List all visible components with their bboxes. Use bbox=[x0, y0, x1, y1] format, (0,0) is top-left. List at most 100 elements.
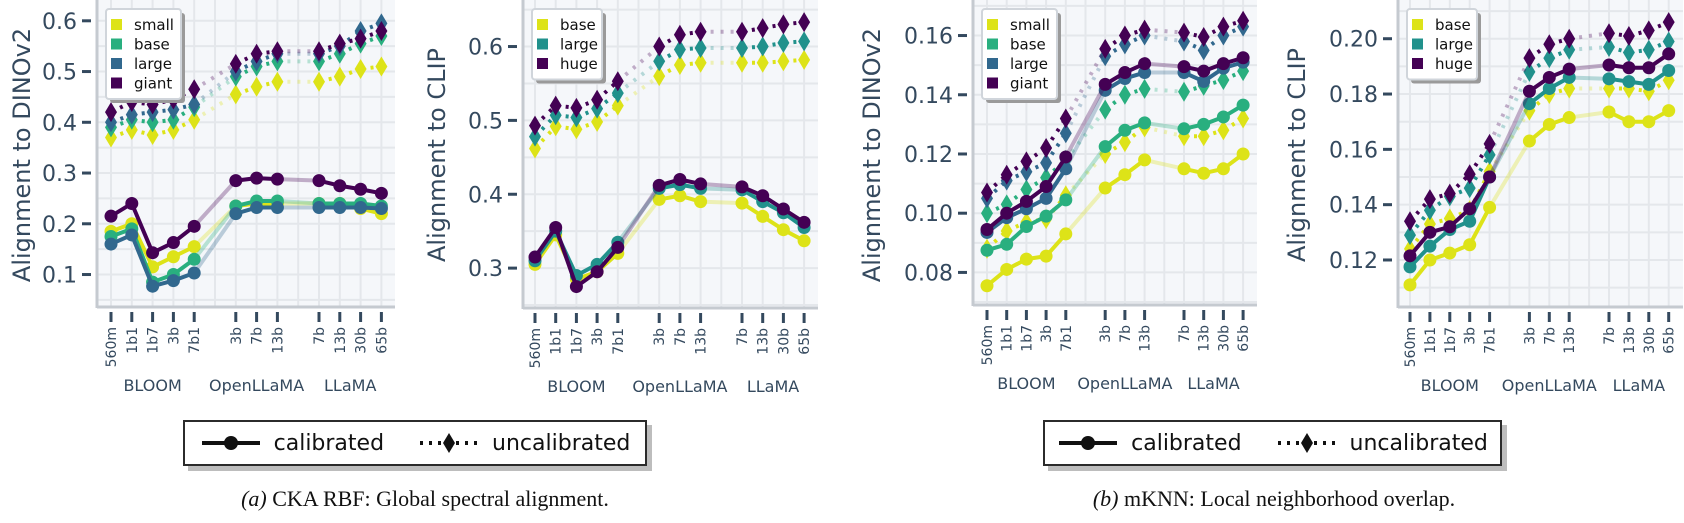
uncalibrated-point-small bbox=[333, 66, 346, 87]
calibrated-point-giant bbox=[229, 174, 243, 188]
series-base-uncalibrated-segment bbox=[762, 59, 784, 65]
series-base-uncalibrated-segment bbox=[1183, 83, 1205, 94]
x-tick-label: 7b1 bbox=[187, 327, 203, 354]
series-base-uncalibrated-segment bbox=[1025, 175, 1048, 192]
x-group-label: LLaMA bbox=[1613, 376, 1665, 395]
x-group-label: BLOOM bbox=[547, 377, 605, 396]
calibrated-point-base bbox=[735, 196, 749, 210]
uncalibrated-point-base bbox=[570, 119, 583, 140]
calibrated-point-huge bbox=[776, 202, 790, 216]
legend-label-small: small bbox=[1010, 16, 1050, 34]
calibrated-point-large bbox=[229, 207, 243, 221]
series-base-calibrated-segment bbox=[1487, 140, 1532, 209]
calibrated-point-small bbox=[1098, 181, 1112, 195]
x-tick-label: 7b bbox=[673, 328, 689, 346]
legend-entry-calibrated: calibrated bbox=[1057, 431, 1242, 456]
uncalibrated-point-huge bbox=[591, 89, 604, 110]
uncalibrated-point-base bbox=[591, 111, 604, 132]
series-huge-uncalibrated-segment bbox=[783, 20, 805, 27]
series-huge-calibrated-segment bbox=[616, 184, 661, 249]
uncalibrated-point-giant bbox=[1020, 151, 1033, 172]
uncalibrated-point-small bbox=[1217, 120, 1230, 141]
calibrated-point-large bbox=[1642, 77, 1656, 91]
series-giant-uncalibrated-segment bbox=[110, 100, 133, 114]
calibrated-point-base bbox=[797, 234, 811, 248]
calibrated-point-large bbox=[125, 228, 139, 242]
series-base-uncalibrated-segment bbox=[616, 74, 661, 108]
x-tick-label: 30b bbox=[354, 327, 370, 354]
x-group-label: LLaMA bbox=[1187, 374, 1239, 393]
calibrated-point-base bbox=[1236, 98, 1250, 112]
legend-label-base: base bbox=[560, 16, 596, 34]
series-small-uncalibrated-segment bbox=[131, 127, 154, 137]
y-tick-label: 0.20 bbox=[1329, 28, 1378, 53]
x-group-label: BLOOM bbox=[997, 374, 1055, 393]
x-group-label: OpenLLaMA bbox=[632, 377, 727, 396]
calibrated-point-large bbox=[270, 201, 284, 215]
calibrated-point-large bbox=[1039, 191, 1053, 205]
calibrated-point-giant bbox=[374, 186, 388, 200]
calibrated-point-huge bbox=[694, 177, 708, 191]
series-base-uncalibrated-segment bbox=[986, 202, 1008, 216]
legend-label-huge: huge bbox=[560, 55, 598, 73]
calibrated-point-base bbox=[1542, 117, 1556, 131]
calibrated-point-giant bbox=[250, 171, 264, 185]
x-tick-label: 3b bbox=[1522, 327, 1538, 345]
y-tick-label: 0.4 bbox=[42, 111, 77, 136]
calibrated-point-large bbox=[1463, 214, 1477, 228]
y-axis-label: Alignment to DINOv2 bbox=[8, 28, 36, 282]
uncalibrated-point-huge bbox=[1463, 164, 1476, 185]
uncalibrated-point-huge bbox=[756, 18, 769, 39]
y-tick-label: 0.6 bbox=[42, 10, 77, 35]
calibrated-point-giant bbox=[1197, 64, 1211, 78]
y-axis-label: Alignment to DINOv2 bbox=[858, 28, 886, 282]
x-group-label: BLOOM bbox=[1421, 376, 1479, 395]
calibrated-point-huge bbox=[797, 215, 811, 229]
x-tick-label: 560m bbox=[1403, 327, 1419, 367]
uncalibrated-point-huge bbox=[1423, 189, 1436, 210]
y-axis-label: Alignment to CLIP bbox=[423, 48, 451, 262]
calibrated-point-base bbox=[1522, 134, 1536, 148]
series-large-uncalibrated-segment bbox=[658, 47, 681, 64]
series-huge-calibrated-segment bbox=[1568, 63, 1610, 72]
calibrated-point-base bbox=[1177, 122, 1191, 136]
series-base-uncalibrated-segment bbox=[1548, 86, 1570, 96]
legend-label-huge: huge bbox=[1435, 55, 1473, 73]
uncalibrated-point-base bbox=[529, 138, 541, 159]
x-tick-label: 7b1 bbox=[1483, 327, 1499, 354]
uncalibrated-point-huge bbox=[1603, 23, 1615, 44]
series-base-calibrated-segment bbox=[616, 198, 661, 255]
legend-label-giant: giant bbox=[1010, 75, 1048, 93]
uncalibrated-point-huge bbox=[1622, 25, 1635, 46]
series-large-uncalibrated-segment bbox=[1548, 47, 1570, 60]
uncalibrated-point-large bbox=[529, 126, 541, 147]
series-base-calibrated-segment bbox=[1064, 145, 1107, 202]
legend-swatch-large bbox=[111, 58, 122, 69]
series-giant-uncalibrated-segment bbox=[1144, 27, 1185, 35]
calibrated-point-huge bbox=[1463, 202, 1477, 216]
x-tick-label: 65b bbox=[1236, 325, 1252, 352]
calibrated-point-giant bbox=[166, 236, 180, 250]
x-group-label: OpenLLaMA bbox=[209, 376, 304, 395]
x-tick-label: 7b1 bbox=[611, 328, 627, 355]
x-tick-label: 3b bbox=[1463, 327, 1479, 345]
calibrated-point-giant bbox=[1098, 77, 1112, 91]
legend-swatch-base bbox=[987, 38, 998, 50]
series-giant-calibrated-segment bbox=[277, 177, 320, 183]
uncalibrated-point-small bbox=[105, 127, 117, 148]
uncalibrated-point-base bbox=[1118, 84, 1131, 105]
uncalibrated-point-huge bbox=[1563, 28, 1576, 49]
uncalibrated-point-base bbox=[1020, 179, 1033, 200]
y-tick-label: 0.14 bbox=[1329, 194, 1378, 219]
calibrated-point-base bbox=[776, 223, 790, 237]
uncalibrated-point-giant bbox=[1000, 164, 1013, 185]
legend-label-large: large bbox=[134, 55, 172, 73]
calibrated-point-huge bbox=[1522, 84, 1536, 98]
calibrated-point-huge bbox=[569, 280, 583, 294]
x-tick-label: 3b bbox=[1098, 325, 1114, 343]
x-tick-label: 560m bbox=[528, 328, 544, 368]
legend-swatch-small bbox=[987, 19, 998, 30]
y-tick-label: 0.18 bbox=[1329, 83, 1378, 108]
uncalibrated-point-large bbox=[777, 32, 790, 53]
